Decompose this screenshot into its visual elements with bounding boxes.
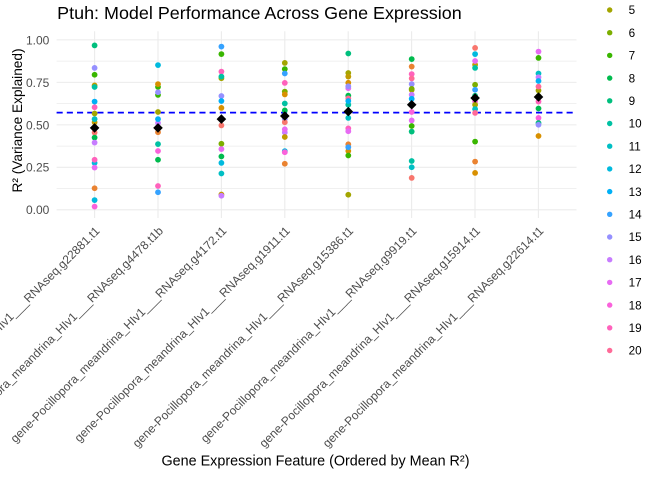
svg-text:18: 18: [629, 299, 642, 312]
svg-text:R² (Variance Explained): R² (Variance Explained): [10, 48, 25, 192]
svg-text:14: 14: [629, 209, 643, 222]
svg-text:12: 12: [629, 163, 642, 176]
svg-text:11: 11: [629, 140, 641, 153]
svg-text:7: 7: [629, 50, 636, 63]
svg-text:17: 17: [629, 277, 642, 290]
svg-text:20: 20: [629, 345, 643, 358]
svg-text:16: 16: [629, 254, 642, 267]
svg-text:Gene Expression Feature (Order: Gene Expression Feature (Ordered by Mean…: [162, 454, 470, 470]
svg-text:10: 10: [629, 118, 643, 131]
svg-text:0.25: 0.25: [26, 161, 50, 175]
svg-text:9: 9: [629, 95, 636, 108]
svg-text:15: 15: [629, 231, 643, 244]
svg-text:19: 19: [629, 322, 642, 335]
svg-text:0.75: 0.75: [26, 76, 50, 90]
svg-text:0.00: 0.00: [26, 203, 50, 217]
svg-text:0.50: 0.50: [26, 118, 50, 132]
svg-text:1.00: 1.00: [26, 33, 50, 47]
svg-text:6: 6: [629, 27, 636, 40]
svg-text:8: 8: [629, 72, 636, 85]
svg-text:Ptuh: Model Performance Across: Ptuh: Model Performance Across Gene Expr…: [57, 3, 462, 23]
svg-text:13: 13: [629, 186, 642, 199]
svg-text:5: 5: [629, 4, 636, 17]
